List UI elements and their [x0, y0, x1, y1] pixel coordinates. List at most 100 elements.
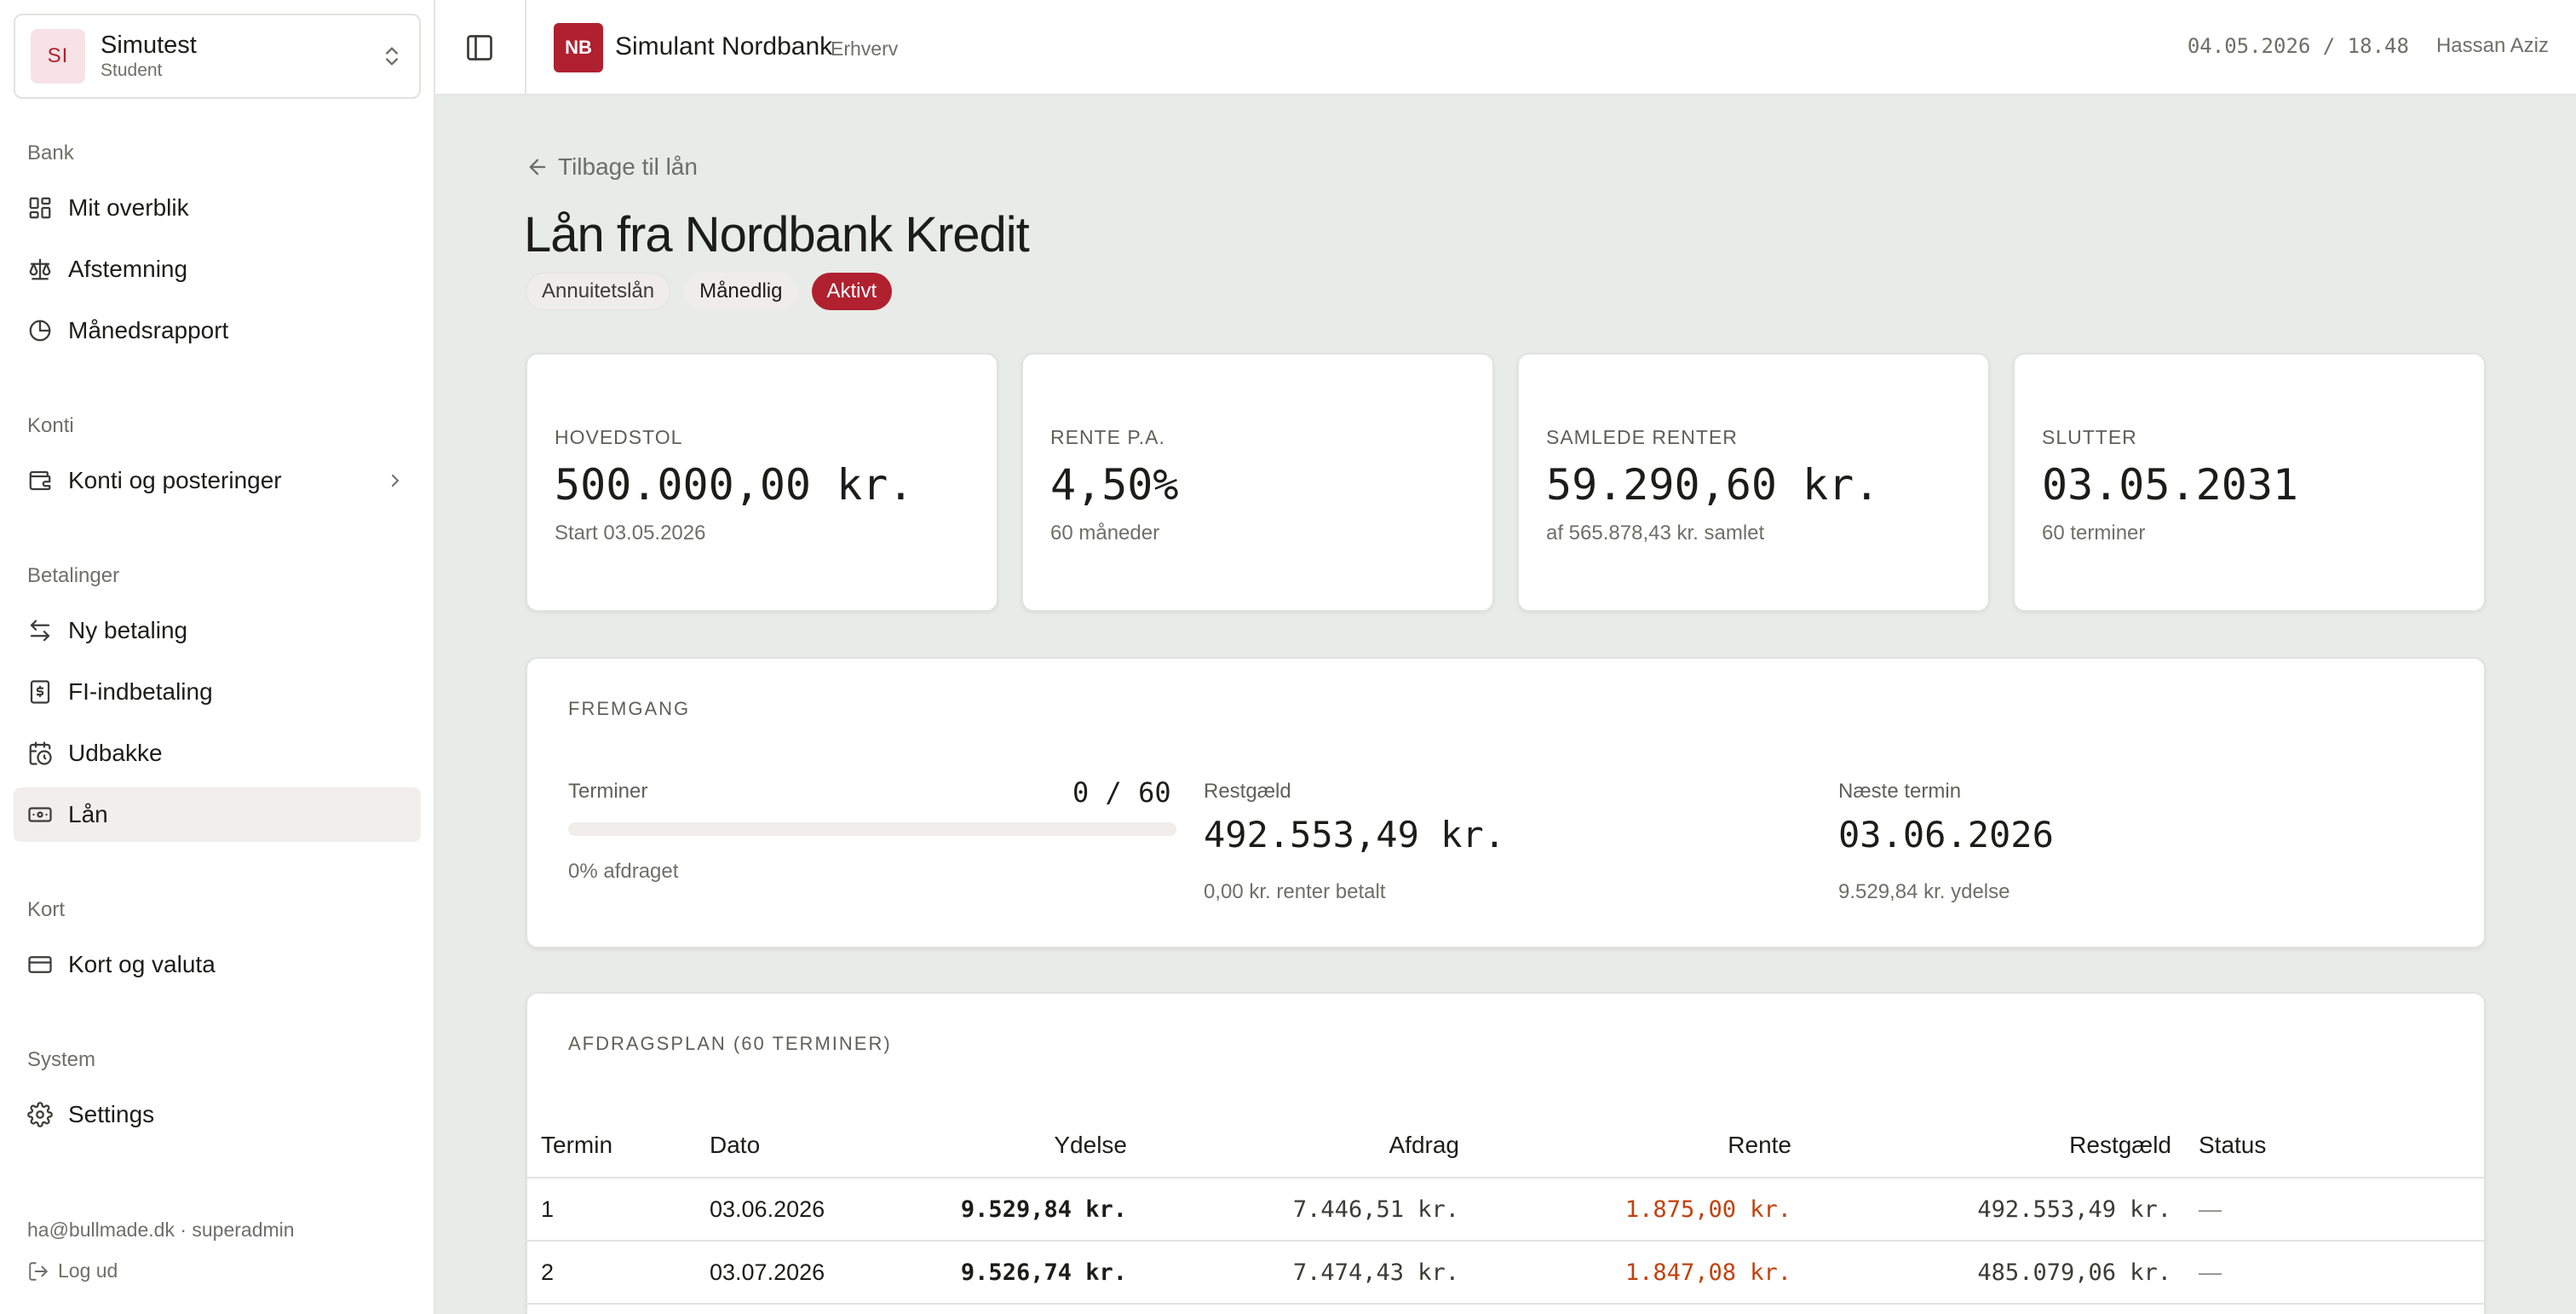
org-avatar: SI: [31, 29, 85, 84]
cell-ydelse: 9.529,84 kr.: [926, 1178, 1141, 1242]
sidebar-item-laan[interactable]: Lån: [14, 787, 421, 842]
bank-name: Simulant Nordbank: [615, 32, 833, 61]
page-title: Lån fra Nordbank Kredit: [524, 207, 1030, 262]
column-header-afdrag[interactable]: Afdrag: [1141, 1113, 1473, 1179]
column-header-restgaeld[interactable]: Restgæld: [1805, 1113, 2185, 1179]
sidebar-item-kort-og-valuta[interactable]: Kort og valuta: [14, 937, 421, 992]
kpi-label: HOVEDSTOL: [555, 426, 683, 448]
wallet-icon: [29, 470, 51, 491]
progress-card: FREMGANG Terminer 0 / 60 0% afdraget Res…: [526, 657, 2486, 948]
kpi-sub: af 565.878,43 kr. samlet: [1546, 522, 1765, 545]
table-row[interactable]: 2 03.07.2026 9.526,74 kr. 7.474,43 kr. 1…: [527, 1241, 2484, 1305]
loan-type-badge: Annuitetslån: [526, 273, 671, 310]
progress-section-title: FREMGANG: [568, 698, 691, 719]
user-name[interactable]: Hassan Aziz: [2435, 34, 2549, 57]
kpi-card-samlede-renter: SAMLEDE RENTER 59.290,60 kr. af 565.878,…: [1517, 353, 1990, 612]
logout-label: Log ud: [58, 1259, 118, 1282]
calendar-clock-icon: [29, 741, 52, 765]
org-switcher[interactable]: SI Simutest Student: [14, 14, 421, 99]
pie-chart-icon: [29, 320, 51, 342]
column-header-dato[interactable]: Dato: [696, 1113, 926, 1179]
back-link-label: Tilbage til lån: [558, 153, 698, 180]
sidebar-item-afstemning[interactable]: Afstemning: [14, 242, 421, 297]
sidebar-item-maanedsrapport[interactable]: Månedsrapport: [14, 303, 421, 358]
kpi-card-rente: RENTE P.A. 4,50% 60 måneder: [1021, 353, 1494, 612]
kpi-label: SLUTTER: [2042, 426, 2137, 448]
sidebar-item-konti-og-posteringer[interactable]: Konti og posteringer: [14, 453, 421, 508]
arrow-left-icon: [529, 158, 546, 176]
scale-icon: [29, 258, 51, 280]
gear-icon: [27, 1102, 53, 1127]
cell-dato: 03.06.2026: [696, 1178, 926, 1242]
cell-ydelse: 9.526,74 kr.: [926, 1241, 1141, 1305]
sidebar-toggle-icon[interactable]: [464, 32, 495, 63]
sidebar-item-fi-indbetaling[interactable]: FI-indbetaling: [14, 665, 421, 719]
sidebar-item-settings[interactable]: Settings: [14, 1087, 421, 1142]
kpi-value: 500.000,00 kr.: [555, 460, 914, 510]
nav-section-kort: Kort: [27, 898, 66, 921]
table-row[interactable]: 1 03.06.2026 9.529,84 kr. 7.446,51 kr. 1…: [527, 1178, 2484, 1242]
chevron-up-down-icon: [386, 47, 398, 66]
kpi-value: 4,50%: [1050, 460, 1179, 510]
chevron-right-icon: [392, 475, 400, 487]
sidebar-item-label: Ny betaling: [68, 617, 188, 643]
bank-logo: NB: [554, 23, 603, 72]
sidebar-item-mit-overblik[interactable]: Mit overblik: [14, 181, 421, 235]
column-header-status[interactable]: Status: [2185, 1113, 2484, 1179]
top-bar: NB Simulant Nordbank Erhverv 04.05.2026 …: [435, 0, 2576, 95]
current-datetime: 04.05.2026 / 18.48: [2187, 34, 2409, 58]
cell-termin: 1: [527, 1178, 696, 1242]
sidebar-item-label: Udbakke: [68, 740, 163, 766]
sidebar-item-label: Månedsrapport: [68, 317, 229, 343]
kpi-card-hovedstol: HOVEDSTOL 500.000,00 kr. Start 03.05.202…: [526, 353, 998, 612]
back-to-loans-link[interactable]: Tilbage til lån: [526, 153, 698, 181]
bank-segment: Erhverv: [831, 37, 899, 60]
sidebar-item-ny-betaling[interactable]: Ny betaling: [14, 603, 421, 658]
kpi-sub: 60 terminer: [2042, 522, 2146, 545]
cell-restgaeld: 492.553,49 kr.: [1805, 1178, 2185, 1242]
column-header-termin[interactable]: Termin: [527, 1113, 696, 1179]
kpi-sub: Start 03.05.2026: [555, 522, 706, 545]
cell-termin: 2: [527, 1241, 696, 1305]
sidebar-item-label: Mit overblik: [68, 194, 189, 221]
terms-count: 0 / 60: [1072, 776, 1171, 809]
column-header-ydelse[interactable]: Ydelse: [926, 1113, 1141, 1179]
nav-section-konti: Konti: [27, 414, 74, 437]
nav-section-system: System: [27, 1048, 96, 1071]
cell-restgaeld: 485.079,06 kr.: [1805, 1241, 2185, 1305]
status-badge: Aktivt: [811, 273, 893, 310]
frequency-badge: Månedlig: [684, 273, 798, 310]
interest-paid: 0,00 kr. renter betalt: [1204, 880, 1386, 903]
column-header-rente[interactable]: Rente: [1473, 1113, 1805, 1179]
sidebar-item-udbakke[interactable]: Udbakke: [14, 726, 421, 781]
sidebar: SI Simutest Student Bank Mit overblik Af…: [0, 0, 435, 1314]
kpi-label: SAMLEDE RENTER: [1546, 426, 1738, 448]
cell-dato: 03.07.2026: [696, 1241, 926, 1305]
progress-bar: [568, 822, 1176, 836]
sidebar-item-label: Lån: [68, 801, 108, 827]
org-role: Student: [101, 61, 163, 80]
cell-status: —: [2185, 1241, 2484, 1305]
kpi-label: RENTE P.A.: [1050, 426, 1165, 448]
transfer-arrows-icon: [30, 620, 50, 642]
schedule-table: Termin Dato Ydelse Afdrag Rente Restgæld…: [527, 1113, 2484, 1305]
terms-label: Terminer: [568, 780, 648, 803]
nav-section-bank: Bank: [27, 141, 74, 164]
next-term-label: Næste termin: [1838, 780, 1962, 803]
org-name: Simutest: [101, 32, 197, 59]
topbar-divider: [525, 0, 526, 95]
dollar-document-icon: [30, 680, 50, 704]
cell-status: —: [2185, 1178, 2484, 1242]
kpi-sub: 60 måneder: [1050, 522, 1160, 545]
table-header-row: Termin Dato Ydelse Afdrag Rente Restgæld…: [527, 1113, 2484, 1179]
user-email: ha@bullmade.dk · superadmin: [27, 1219, 295, 1241]
kpi-value: 59.290,60 kr.: [1546, 460, 1880, 510]
sidebar-item-label: FI-indbetaling: [68, 678, 213, 705]
logout-button[interactable]: Log ud: [27, 1259, 118, 1282]
remaining-label: Restgæld: [1204, 780, 1291, 803]
dashboard-icon: [29, 197, 51, 219]
sidebar-item-label: Konti og posteringer: [68, 467, 282, 493]
cell-rente: 1.875,00 kr.: [1473, 1178, 1805, 1242]
next-term-date: 03.06.2026: [1838, 814, 2054, 856]
schedule-title: AFDRAGSPLAN (60 TERMINER): [568, 1033, 892, 1054]
